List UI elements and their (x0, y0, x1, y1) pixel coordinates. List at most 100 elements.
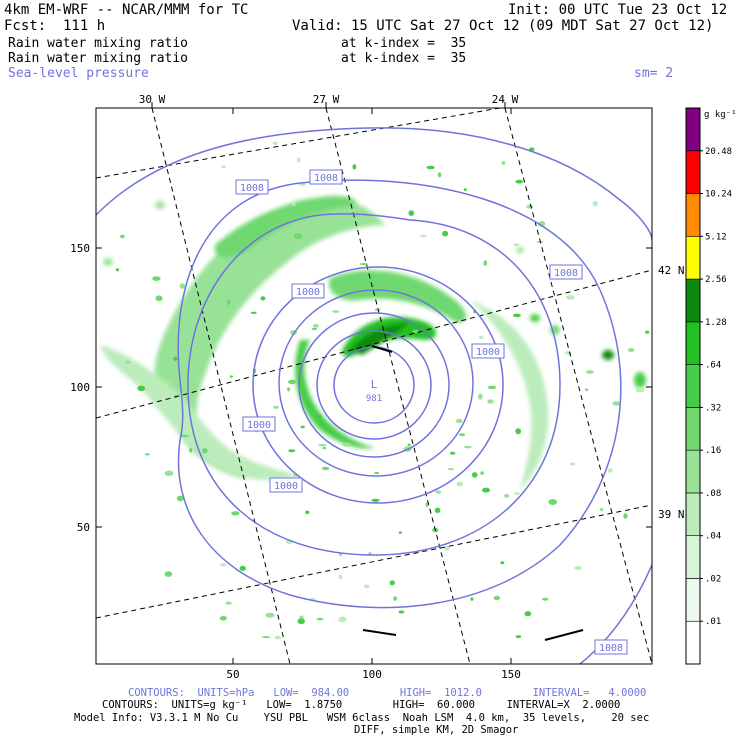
rain-speck (164, 470, 174, 476)
rain-speck (300, 425, 305, 429)
rain-speck (515, 179, 524, 184)
rain-speck (120, 234, 125, 239)
wind-barb (544, 629, 584, 641)
rain-speck (225, 601, 232, 605)
isobar-label: 1008 (554, 268, 578, 279)
meridian-30w (151, 108, 291, 664)
isobar-1008 (177, 179, 622, 609)
rain-speck (526, 204, 534, 209)
rain-speck (164, 349, 170, 353)
lon-label-24w: 24 W (492, 93, 519, 106)
rain-band-outer (154, 197, 385, 479)
rain-speck (408, 210, 415, 216)
rain-speck (449, 451, 456, 455)
rain-speck (338, 616, 347, 623)
rain-speck (202, 448, 208, 454)
rain-speck (566, 295, 575, 300)
rain-speck (152, 276, 161, 281)
rain-speck (493, 595, 501, 601)
rain-speck (548, 499, 558, 505)
field-label-2: Rain water mixing ratio (8, 51, 189, 66)
rain-speck (456, 481, 464, 487)
rain-speck (292, 201, 296, 207)
rain-speck (599, 507, 604, 512)
isobar-1012-east (579, 564, 652, 664)
low-pressure-value: 981 (366, 394, 382, 404)
colorbar-level-label: 20.48 (705, 147, 732, 157)
isobar-label-box: 1000 (242, 416, 276, 432)
rain-speck (265, 612, 275, 618)
rain-speck (503, 494, 510, 498)
isobar-label-box: 1000 (471, 343, 505, 359)
colorbar: g kg⁻¹ .01 .02 .04 .08 .16 .32 .64 1.28 2.56 5.12… (685, 107, 737, 665)
rain-speck (296, 157, 301, 163)
colorbar-bin (685, 535, 701, 579)
rain-speck (512, 313, 521, 318)
low-symbol: L (371, 378, 378, 391)
rain-speck (570, 462, 576, 466)
rain-speck (342, 442, 352, 447)
colorbar-bin (685, 321, 701, 365)
rain-speck (586, 370, 594, 374)
rain-speck (524, 611, 532, 617)
rain-speck (164, 571, 173, 577)
rain-cell (634, 372, 646, 388)
rain-speck (478, 335, 484, 340)
model-title: 4km EM-WRF -- NCAR/MMM for TC (4, 2, 249, 18)
rain-speck (189, 447, 193, 453)
rain-speck (374, 471, 380, 475)
rain-speck (229, 375, 233, 378)
rain-speck (264, 271, 272, 274)
colorbar-level-label: .16 (705, 446, 721, 456)
colorbar-level-label: .64 (705, 361, 721, 371)
rain-band-west (100, 345, 300, 481)
rain-speck (627, 347, 635, 353)
rain-speck (437, 172, 442, 178)
parallel-42n (96, 269, 652, 419)
colorbar-level-label: .04 (705, 532, 721, 542)
rain-speck (612, 401, 621, 406)
isobar-1012-north (96, 127, 652, 241)
colorbar-level-label: 2.56 (705, 275, 727, 285)
rain-speck (176, 495, 184, 502)
isobar-label-box: 1000 (269, 477, 303, 493)
x-tick-100: 100 (362, 668, 382, 681)
rain-speck (331, 284, 339, 287)
rain-speck (115, 268, 119, 272)
rain-speck (483, 260, 488, 266)
x-tick-150: 150 (501, 668, 521, 681)
rain-speck (298, 183, 307, 186)
rain-speck (363, 584, 370, 589)
valid-time: Valid: 15 UTC Sat 27 Oct 12 (09 MDT Sat … (292, 18, 714, 34)
meridian-27w (325, 108, 471, 664)
rain-cell (602, 350, 614, 360)
axis-ticks (96, 102, 652, 664)
isobar-label: 1008 (314, 173, 338, 184)
rain-speck (316, 617, 324, 621)
rain-speck (435, 490, 442, 494)
rain-cell (530, 314, 540, 322)
rain-speck (425, 502, 429, 507)
plot-frame (95, 107, 653, 665)
rain-speck (444, 545, 450, 551)
rain-speck (221, 165, 226, 169)
colorbar-bin (685, 278, 701, 323)
rain-speck (501, 161, 506, 165)
isobar-label: 1000 (274, 481, 298, 492)
colorbar-frame (685, 107, 701, 665)
colorbar-level-label: 1.28 (705, 318, 727, 328)
rain-speck (515, 635, 522, 639)
y-tick-100: 100 (70, 381, 90, 394)
contour-info-rain: CONTOURS: UNITS=g kg⁻¹ LOW= 1.8750 HIGH=… (102, 699, 621, 711)
colorbar-level-label: .02 (705, 574, 721, 584)
lat-label-39n: 39 N (658, 508, 685, 521)
rain-speck (584, 388, 589, 391)
rain-speck (137, 385, 146, 392)
rain-speck (515, 428, 522, 435)
rain-speck (273, 405, 279, 409)
init-time: Init: 00 UTC Tue 23 Oct 12 (508, 2, 728, 18)
lat-label-42n: 42 N (658, 264, 685, 277)
rain-speck (635, 387, 645, 393)
colorbar-level-label: 5.12 (705, 232, 727, 242)
colorbar-bin (685, 620, 701, 665)
